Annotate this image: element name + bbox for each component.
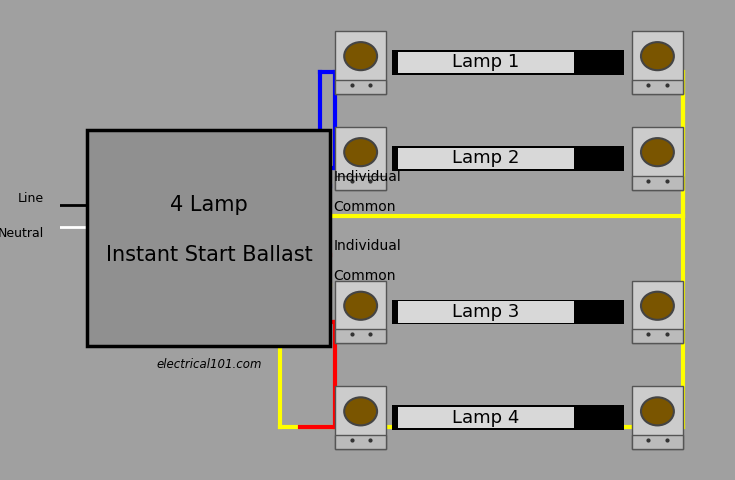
Bar xyxy=(632,386,683,449)
Bar xyxy=(398,407,573,428)
Ellipse shape xyxy=(641,138,674,166)
Bar xyxy=(335,329,386,343)
Ellipse shape xyxy=(344,397,377,425)
Bar xyxy=(335,31,386,94)
Text: Lamp 2: Lamp 2 xyxy=(452,149,520,168)
Ellipse shape xyxy=(641,292,674,320)
Ellipse shape xyxy=(344,138,377,166)
Bar xyxy=(392,146,624,171)
Bar xyxy=(335,176,386,190)
Text: Common: Common xyxy=(334,269,396,284)
Bar xyxy=(392,50,624,75)
Text: Lamp 3: Lamp 3 xyxy=(452,303,520,321)
Text: Individual: Individual xyxy=(334,170,401,184)
Text: Instant Start Ballast: Instant Start Ballast xyxy=(106,245,312,265)
Bar xyxy=(392,405,624,430)
Text: Common: Common xyxy=(334,200,396,215)
Bar xyxy=(632,176,683,190)
Text: Line: Line xyxy=(18,192,43,205)
Ellipse shape xyxy=(641,397,674,425)
Text: electrical101.com: electrical101.com xyxy=(156,358,262,372)
Bar xyxy=(632,127,683,190)
Text: Neutral: Neutral xyxy=(0,227,43,240)
Bar xyxy=(398,52,573,73)
Bar xyxy=(632,329,683,343)
Text: Lamp 1: Lamp 1 xyxy=(452,53,520,72)
Text: Individual: Individual xyxy=(334,239,401,253)
Bar xyxy=(335,386,386,449)
Bar xyxy=(398,148,573,169)
Bar xyxy=(335,127,386,190)
Bar xyxy=(335,435,386,449)
Bar xyxy=(632,31,683,94)
Text: Lamp 4: Lamp 4 xyxy=(452,408,520,427)
Bar xyxy=(632,435,683,449)
Ellipse shape xyxy=(344,42,377,70)
Ellipse shape xyxy=(344,292,377,320)
Ellipse shape xyxy=(641,42,674,70)
Text: 4 Lamp: 4 Lamp xyxy=(170,195,248,215)
Bar xyxy=(335,80,386,94)
Bar xyxy=(398,301,573,323)
Bar xyxy=(632,281,683,343)
Bar xyxy=(87,130,330,346)
Bar xyxy=(392,300,624,324)
Bar xyxy=(632,80,683,94)
Bar xyxy=(335,281,386,343)
